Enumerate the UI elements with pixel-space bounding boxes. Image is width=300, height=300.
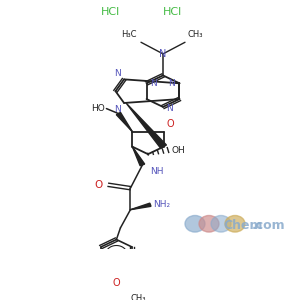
Text: HCl: HCl — [162, 7, 182, 16]
Text: HO: HO — [91, 104, 104, 113]
Circle shape — [225, 215, 245, 232]
Text: NH: NH — [150, 167, 164, 176]
Polygon shape — [116, 112, 132, 132]
Text: .com: .com — [252, 219, 286, 232]
Text: N: N — [166, 104, 173, 113]
Text: N: N — [159, 49, 167, 59]
Text: H₃C: H₃C — [122, 30, 137, 39]
Text: HCl: HCl — [100, 7, 120, 16]
Text: O: O — [112, 278, 120, 289]
Text: N: N — [114, 69, 121, 78]
Text: O: O — [94, 180, 102, 190]
Text: NH₂: NH₂ — [153, 200, 170, 209]
Text: CH₃: CH₃ — [187, 30, 203, 39]
Text: Chem: Chem — [223, 219, 262, 232]
Text: OH: OH — [172, 146, 186, 154]
Text: O: O — [167, 119, 174, 129]
Polygon shape — [126, 103, 167, 148]
Polygon shape — [132, 147, 145, 166]
Polygon shape — [130, 203, 151, 210]
Circle shape — [211, 215, 231, 232]
Text: N: N — [114, 105, 121, 114]
Text: N: N — [168, 79, 175, 88]
Circle shape — [185, 215, 205, 232]
Circle shape — [199, 215, 219, 232]
Text: CH₃: CH₃ — [130, 294, 146, 300]
Text: N: N — [151, 79, 157, 88]
